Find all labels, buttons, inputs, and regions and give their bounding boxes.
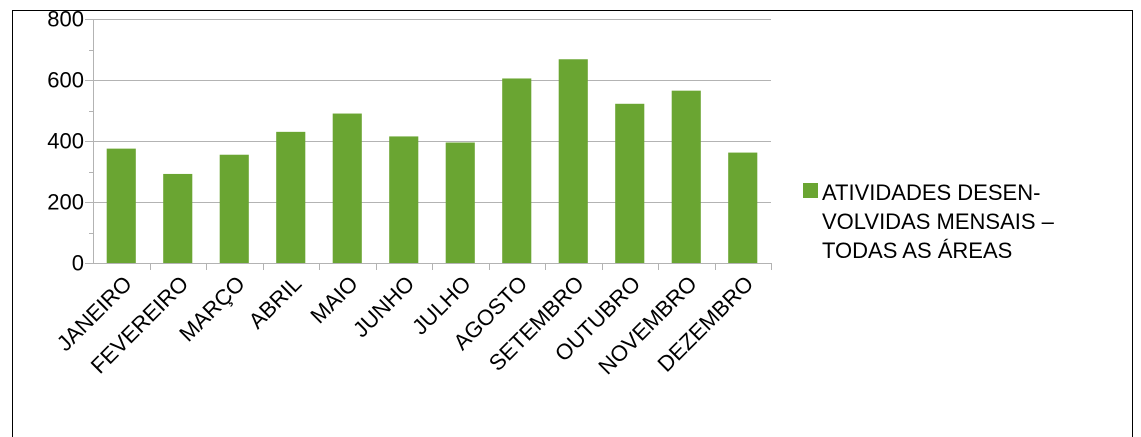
bar xyxy=(163,173,193,263)
bar xyxy=(106,148,136,264)
y-axis: 0 200 400 600 800 xyxy=(47,7,94,276)
y-tick-label: 0 xyxy=(72,251,84,276)
x-tick-label: JUNHO xyxy=(348,271,419,342)
y-tick-label: 400 xyxy=(47,129,84,154)
bar xyxy=(445,142,475,263)
bar xyxy=(332,113,362,263)
y-tick-label: 800 xyxy=(47,7,84,32)
bar xyxy=(389,136,419,263)
legend-swatch xyxy=(803,183,818,198)
legend-label: ATIVIDADES DESEN-VOLVIDAS MENSAIS – TODA… xyxy=(822,180,1054,263)
bar xyxy=(276,131,306,263)
bar xyxy=(502,78,532,263)
x-tick-label: ABRIL xyxy=(244,271,307,334)
bars xyxy=(106,59,758,264)
bar xyxy=(728,152,758,263)
bar xyxy=(558,59,588,264)
bar xyxy=(671,90,701,263)
gridlines xyxy=(93,19,771,264)
y-tick-label: 600 xyxy=(47,68,84,93)
bar xyxy=(615,103,645,263)
y-tick-label: 200 xyxy=(47,190,84,215)
bar xyxy=(219,154,249,263)
legend: ATIVIDADES DESEN-VOLVIDAS MENSAIS – TODA… xyxy=(803,178,1067,265)
chart-frame xyxy=(12,10,1133,437)
